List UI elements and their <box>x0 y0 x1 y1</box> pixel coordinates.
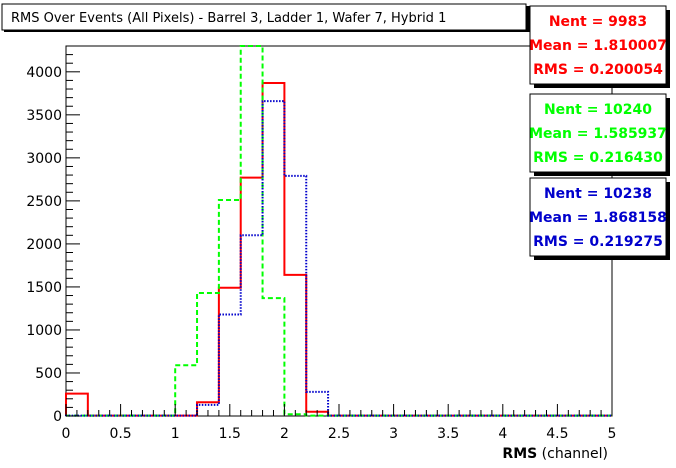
stat-boxes: Nent = 9983 Mean = 1.810007 RMS = 0.200054… <box>529 5 670 260</box>
stat-nent: Nent = 10238 <box>544 186 652 202</box>
stat-rms: RMS = 0.216430 <box>533 150 663 166</box>
x-axis-title: RMS (channel) <box>502 446 608 462</box>
stat-mean: Mean = 1.810007 <box>529 38 667 54</box>
y-tick-label: 1500 <box>26 280 62 296</box>
x-tick-label: 1.5 <box>219 426 241 442</box>
y-tick-label: 2000 <box>26 237 62 253</box>
stat-mean: Mean = 1.585937 <box>529 126 667 142</box>
y-tick-label: 2500 <box>26 194 62 210</box>
stat-rms: RMS = 0.200054 <box>533 62 663 78</box>
y-tick-label: 1000 <box>26 323 62 339</box>
stat-box-frame <box>529 93 667 173</box>
title-box: RMS Over Events (All Pixels) - Barrel 3,… <box>1 3 530 32</box>
histogram-series-3 <box>65 100 612 417</box>
x-tick-label: 2.5 <box>328 426 350 442</box>
y-tick-label: 500 <box>35 366 62 382</box>
stat-box-frame <box>529 5 667 85</box>
x-tick-label: 3 <box>389 426 398 442</box>
title-box-frame <box>1 3 527 31</box>
x-axis-title-main: RMS <box>502 446 537 462</box>
x-tick-label: 5 <box>608 426 617 442</box>
stat-nent: Nent = 10240 <box>544 102 652 118</box>
y-tick-label: 3000 <box>26 151 62 167</box>
y-axis: 0 500 1000 1500 2000 2500 3000 3500 4000 <box>26 45 80 425</box>
x-tick-label: 3.5 <box>437 426 459 442</box>
stat-box-frame <box>529 177 667 257</box>
stat-mean: Mean = 1.868158 <box>529 210 667 226</box>
x-tick-label: 0.5 <box>109 426 131 442</box>
stat-nent: Nent = 9983 <box>549 14 647 30</box>
x-tick-label: 0 <box>62 426 71 442</box>
x-axis: 0 0.5 1 1.5 2 2.5 3 3.5 4 4.5 5 <box>62 404 617 442</box>
x-tick-label: 4.5 <box>546 426 568 442</box>
x-tick-label: 4 <box>498 426 507 442</box>
histogram-series-2 <box>65 45 612 417</box>
chart-title: RMS Over Events (All Pixels) - Barrel 3,… <box>11 11 446 26</box>
stat-box-3: Nent = 10238 Mean = 1.868158 RMS = 0.21927… <box>529 177 670 260</box>
stat-box-1: Nent = 9983 Mean = 1.810007 RMS = 0.200054 <box>529 5 670 88</box>
x-axis-title-unit: (channel) <box>537 446 608 462</box>
y-tick-label: 4000 <box>26 65 62 81</box>
stat-box-2: Nent = 10240 Mean = 1.585937 RMS = 0.21643… <box>529 93 670 176</box>
y-tick-label: 3500 <box>26 108 62 124</box>
x-tick-label: 2 <box>280 426 289 442</box>
x-tick-label: 1 <box>171 426 180 442</box>
y-tick-label: 0 <box>53 409 62 425</box>
stat-rms: RMS = 0.219275 <box>533 234 663 250</box>
